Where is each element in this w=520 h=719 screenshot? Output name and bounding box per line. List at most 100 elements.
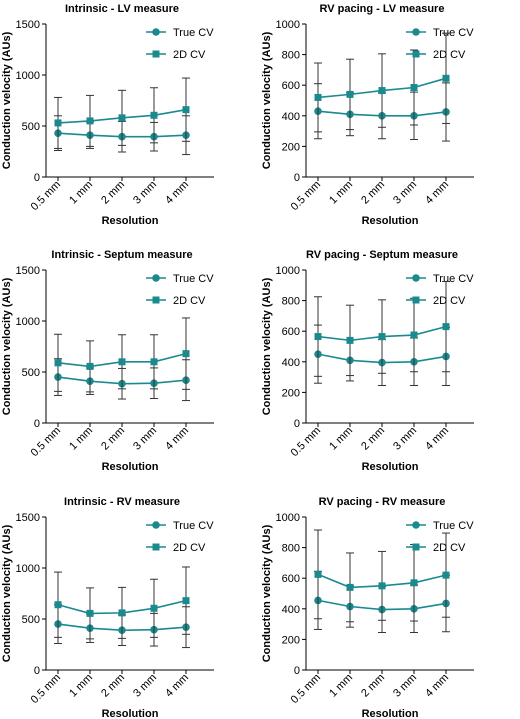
point-2d-cv [118,114,126,122]
point-2d-cv [314,333,322,341]
y-axis-label: Conduction velocity (AUs) [1,31,13,169]
y-tick-label: 1500 [16,19,40,31]
x-axis-label: Resolution [102,708,159,719]
point-2d-cv [410,579,418,587]
chart-title: Intrinsic - LV measure [65,3,179,15]
y-tick-label: 600 [282,80,300,92]
point-2d-cv [182,350,190,358]
legend-marker-2d-cv [412,50,420,58]
legend-label-true-cv: True CV [433,273,474,285]
x-axis-label: Resolution [362,461,419,473]
point-2d-cv [410,83,418,91]
point-2d-cv [314,93,322,101]
point-2d-cv [346,90,354,98]
chart-title: Intrinsic - RV measure [64,496,180,508]
x-tick-label: 1 mm [67,672,95,700]
y-axis-label: Conduction velocity (AUs) [261,524,273,662]
chart-title: RV pacing - RV measure [319,496,446,508]
x-tick-label: 3 mm [131,425,159,453]
chart-panel-5: Intrinsic - RV measure Conduction velocit… [1,496,214,719]
point-2d-cv [346,583,354,591]
x-tick-label: 2 mm [99,672,127,700]
y-tick-label: 800 [282,543,300,555]
y-tick-label: 1000 [276,19,300,31]
point-2d-cv [182,597,190,605]
x-tick-label: 2 mm [99,179,127,207]
x-tick-label: 3 mm [391,425,419,453]
y-tick-label: 500 [22,367,40,379]
chart-panel-6: RV pacing - RV measure Conduction velocit… [261,496,474,719]
chart-title: RV pacing - LV measure [320,3,445,15]
x-tick-label: 4 mm [163,179,191,207]
chart-panel-2: RV pacing - LV measure Conduction velocit… [261,3,474,227]
legend-label-2d-cv: 2D CV [173,295,206,307]
point-2d-cv [86,362,94,370]
point-2d-cv [54,119,62,127]
x-tick-label: 1 mm [327,179,355,207]
point-2d-cv [118,609,126,617]
y-tick-label: 200 [282,141,300,153]
y-tick-label: 0 [294,418,300,430]
chart-panel-3: Intrinsic - Septum measure Conduction vel… [1,249,214,473]
y-tick-label: 400 [282,111,300,123]
legend-label-true-cv: True CV [173,273,214,285]
point-2d-cv [410,331,418,339]
y-tick-label: 600 [282,573,300,585]
x-tick-label: 2 mm [359,425,387,453]
legend-marker-2d-cv [152,296,160,304]
x-tick-label: 4 mm [163,672,191,700]
y-tick-label: 1000 [276,265,300,277]
x-tick-label: 1 mm [67,179,95,207]
legend-label-2d-cv: 2D CV [433,542,466,554]
point-2d-cv [118,358,126,366]
legend-marker-true-cv [412,521,420,529]
x-axis-label: Resolution [102,461,159,473]
x-tick-label: 3 mm [131,672,159,700]
legend-marker-2d-cv [412,543,420,551]
x-tick-label: 1 mm [67,425,95,453]
point-2d-cv [442,571,450,579]
chart-panel-1: Intrinsic - LV measure Conduction velocit… [1,3,214,227]
x-tick-label: 3 mm [131,179,159,207]
y-tick-label: 200 [282,634,300,646]
legend-marker-true-cv [152,28,160,36]
y-tick-label: 1000 [276,512,300,524]
legend-marker-true-cv [152,521,160,529]
point-2d-cv [150,111,158,119]
x-tick-label: 2 mm [359,179,387,207]
y-tick-label: 1000 [16,563,40,575]
y-tick-label: 0 [34,172,40,184]
legend-marker-2d-cv [152,50,160,58]
chart-title: Intrinsic - Septum measure [51,249,192,261]
x-tick-label: 2 mm [359,672,387,700]
point-2d-cv [442,323,450,331]
y-axis-label: Conduction velocity (AUs) [261,277,273,415]
x-tick-label: 1 mm [327,672,355,700]
legend-label-true-cv: True CV [173,27,214,39]
y-tick-label: 0 [294,665,300,677]
point-2d-cv [182,106,190,114]
x-tick-label: 4 mm [423,672,451,700]
chart-panel-4: RV pacing - Septum measure Conduction vel… [261,249,474,473]
legend-marker-2d-cv [152,543,160,551]
legend-label-2d-cv: 2D CV [173,542,206,554]
x-axis-label: Resolution [102,215,159,227]
point-2d-cv [314,570,322,578]
point-2d-cv [86,117,94,125]
x-axis-label: Resolution [362,708,419,719]
x-tick-label: 2 mm [99,425,127,453]
point-2d-cv [54,601,62,609]
legend-label-2d-cv: 2D CV [173,49,206,61]
y-tick-label: 0 [294,172,300,184]
x-axis-label: Resolution [362,215,419,227]
legend-label-true-cv: True CV [433,27,474,39]
x-tick-label: 4 mm [423,179,451,207]
y-axis-label: Conduction velocity (AUs) [1,277,13,415]
y-tick-label: 1000 [16,316,40,328]
legend-marker-2d-cv [412,296,420,304]
legend-label-2d-cv: 2D CV [433,49,466,61]
legend-marker-true-cv [412,28,420,36]
y-axis-label: Conduction velocity (AUs) [1,524,13,662]
y-tick-label: 400 [282,357,300,369]
